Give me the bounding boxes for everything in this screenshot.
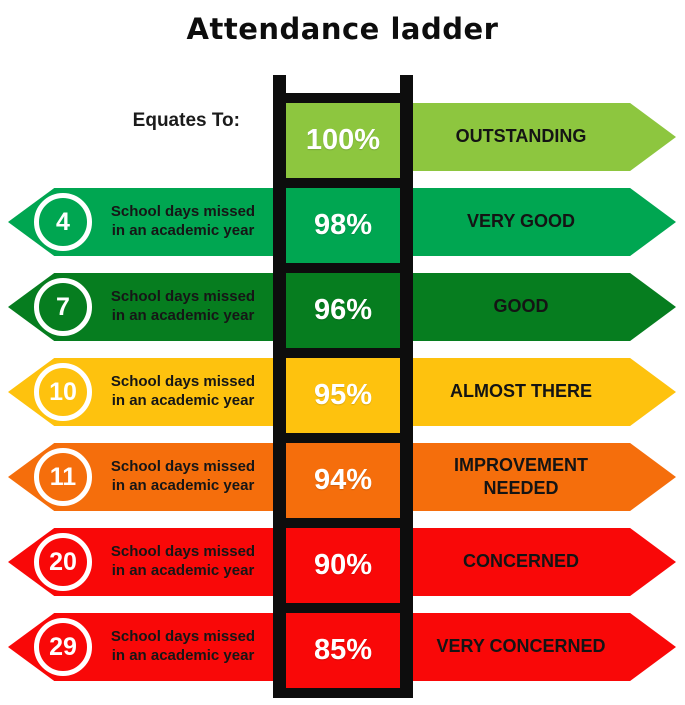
days-number: 4 <box>56 207 70 236</box>
caption-line-1: School days missed <box>110 628 256 646</box>
ladder-rung <box>273 178 413 188</box>
rating-label: OUTSTANDING <box>455 126 587 147</box>
equates-to-label: Equates To: <box>132 110 240 131</box>
caption-line-2: in an academic year <box>111 477 255 494</box>
days-caption: School days missed in an academic year <box>92 373 280 411</box>
caption-line-1: School days missed <box>110 543 256 561</box>
days-circle: 20 <box>34 533 92 591</box>
days-caption: School days missed in an academic year <box>92 288 280 326</box>
percent-value: 90% <box>313 549 373 581</box>
ladder-cell-100: 100% <box>286 103 400 178</box>
ladder-rung <box>273 93 413 103</box>
days-number: 29 <box>49 632 77 661</box>
days-circle: 10 <box>34 363 92 421</box>
percent-value: 96% <box>313 294 373 326</box>
days-number: 11 <box>49 462 77 491</box>
rating-arrow-very-concerned: VERY CONCERNED <box>406 613 676 681</box>
rating-label: GOOD <box>493 296 549 317</box>
caption-line-1: School days missed <box>110 288 256 306</box>
ladder-rung <box>273 603 413 613</box>
ladder-rung <box>273 263 413 273</box>
ladder-cell-96: 96% <box>286 273 400 348</box>
rating-label: IMPROVEMENT NEEDED <box>453 454 588 498</box>
days-caption: School days missed in an academic year <box>92 458 280 496</box>
days-number: 20 <box>49 547 77 576</box>
days-caption: School days missed in an academic year <box>92 203 280 241</box>
days-missed-arrow-7: 7 School days missed in an academic year <box>8 273 280 341</box>
caption-line-2: in an academic year <box>111 562 255 579</box>
rating-arrow-outstanding: OUTSTANDING <box>406 103 676 171</box>
rating-arrow-concerned: CONCERNED <box>406 528 676 596</box>
days-missed-arrow-11: 11 School days missed in an academic yea… <box>8 443 280 511</box>
ladder-rung <box>273 688 413 698</box>
days-missed-arrow-4: 4 School days missed in an academic year <box>8 188 280 256</box>
percent-value: 95% <box>313 379 373 411</box>
days-number: 7 <box>56 292 70 321</box>
days-missed-arrow-29: 29 School days missed in an academic yea… <box>8 613 280 681</box>
rating-arrow-good: GOOD <box>406 273 676 341</box>
rating-label: VERY CONCERNED <box>436 636 606 657</box>
caption-line-1: School days missed <box>110 458 256 476</box>
rating-arrow-improvement-needed: IMPROVEMENT NEEDED <box>406 443 676 511</box>
rating-label: VERY GOOD <box>466 211 576 232</box>
page-title: Attendance ladder <box>186 12 499 46</box>
ladder-cell-94: 94% <box>286 443 400 518</box>
caption-line-2: in an academic year <box>111 647 255 664</box>
percent-value: 94% <box>313 464 373 496</box>
ladder-cell-90: 90% <box>286 528 400 603</box>
rating-label: CONCERNED <box>462 551 579 572</box>
days-missed-arrow-20: 20 School days missed in an academic yea… <box>8 528 280 596</box>
rating-arrow-almost-there: ALMOST THERE <box>406 358 676 426</box>
rating-label: ALMOST THERE <box>450 381 592 402</box>
caption-line-2: in an academic year <box>111 222 255 239</box>
ladder-rung <box>273 518 413 528</box>
ladder-cell-85: 85% <box>286 613 400 688</box>
percent-value: 98% <box>313 209 373 241</box>
ladder-right-rail <box>400 75 413 698</box>
ladder-cell-98: 98% <box>286 188 400 263</box>
percent-value: 100% <box>305 124 381 156</box>
days-caption: School days missed in an academic year <box>92 628 280 666</box>
days-number: 10 <box>49 377 77 406</box>
percent-value: 85% <box>313 634 373 666</box>
days-circle: 11 <box>34 448 92 506</box>
ladder-rung <box>273 348 413 358</box>
caption-line-2: in an academic year <box>111 307 255 324</box>
days-missed-arrow-10: 10 School days missed in an academic yea… <box>8 358 280 426</box>
caption-line-1: School days missed <box>110 373 256 391</box>
days-circle: 4 <box>34 193 92 251</box>
days-circle: 29 <box>34 618 92 676</box>
ladder-left-rail <box>273 75 286 698</box>
days-caption: School days missed in an academic year <box>92 543 280 581</box>
caption-line-2: in an academic year <box>111 392 255 409</box>
caption-line-1: School days missed <box>110 203 256 221</box>
ladder-cell-95: 95% <box>286 358 400 433</box>
ladder-rung <box>273 433 413 443</box>
rating-arrow-very-good: VERY GOOD <box>406 188 676 256</box>
days-circle: 7 <box>34 278 92 336</box>
